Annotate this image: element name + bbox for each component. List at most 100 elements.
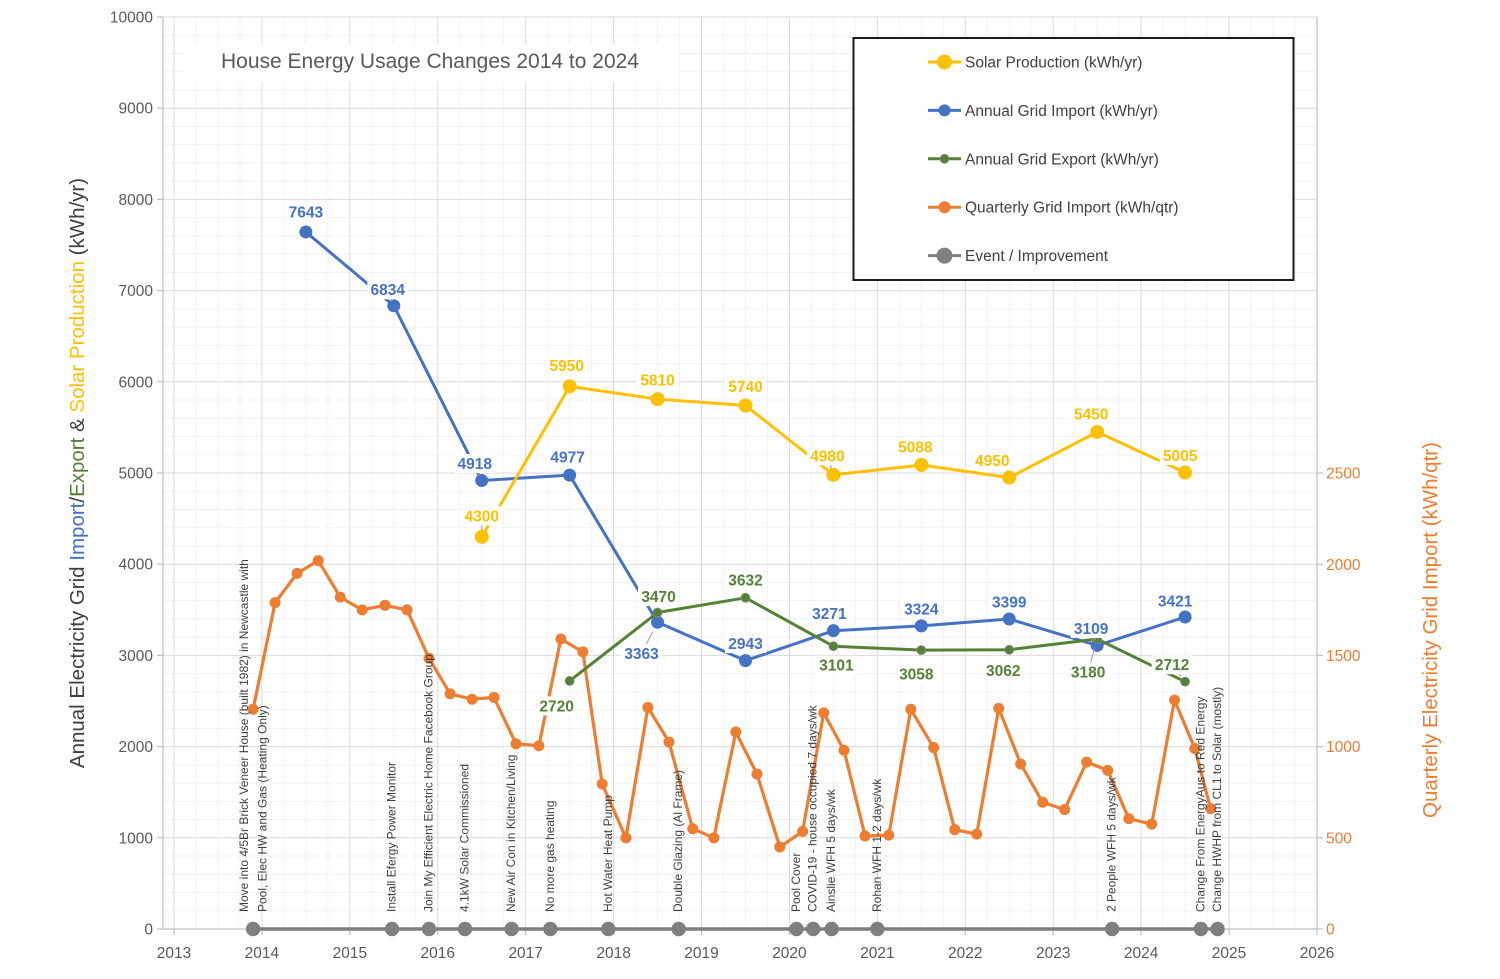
marker-quarterly_import <box>334 591 346 603</box>
data-label-grid_import: 3421 <box>1158 594 1193 611</box>
marker-quarterly_import <box>269 597 281 609</box>
data-label-backing <box>461 506 503 526</box>
data-label-backing <box>1070 618 1112 638</box>
event-dot <box>543 921 558 937</box>
marker-quarterly_import <box>312 555 324 567</box>
data-label-backing <box>900 599 942 619</box>
data-label-grid_export: 3180 <box>1071 664 1105 681</box>
left-axis-tick-label: 7000 <box>119 283 154 300</box>
marker-quarterly_import <box>663 736 675 748</box>
data-label-backing <box>808 604 850 624</box>
data-label-backing <box>1070 404 1112 424</box>
event-label: COVID-19 - house occupied 7 days/wk <box>806 704 820 912</box>
data-label-backing <box>894 437 936 457</box>
data-label-backing <box>724 570 766 590</box>
data-label-grid_export: 3470 <box>641 589 675 606</box>
legend-marker-grid_export <box>939 153 950 164</box>
legend-label: Annual Grid Export (kWh/yr) <box>965 151 1159 168</box>
axes: 0100020003000400050006000700080009000100… <box>110 10 1361 963</box>
data-label-backing <box>1067 662 1109 682</box>
chart-title: House Energy Usage Changes 2014 to 2024 <box>221 50 639 73</box>
x-axis-tick-label: 2016 <box>421 945 455 962</box>
data-label-solar: 5088 <box>898 439 933 456</box>
marker-grid_export <box>828 641 839 652</box>
marker-quarterly_import <box>1205 803 1217 815</box>
left-axis-tick-label: 10000 <box>110 10 153 27</box>
legend-item-grid_export: Annual Grid Export (kWh/yr) <box>928 151 1159 168</box>
marker-quarterly_import <box>687 823 699 835</box>
event-label: Ainslie WFH 5 days/wk <box>824 788 838 912</box>
event-label: Rohan WFH 1-2 days/wk <box>870 778 884 912</box>
legend: Solar Production (kWh/yr) Annual Grid Imp… <box>852 37 1295 281</box>
data-label-grid_import: 7643 <box>289 204 324 221</box>
data-series <box>247 225 1217 853</box>
left-axis-tick-label: 8000 <box>119 192 154 209</box>
data-label-backing <box>454 453 496 473</box>
data-label-grid_import: 3363 <box>624 646 659 663</box>
marker-solar <box>562 379 577 394</box>
event-labels: Move into 4/5Br Brick Veneer House (buil… <box>237 559 1224 912</box>
event-label: Pool, Elec HW and Gas (Heating Only) <box>256 705 270 912</box>
marker-solar <box>738 398 753 413</box>
marker-quarterly_import <box>510 738 522 750</box>
event-dot <box>504 921 519 937</box>
marker-grid_import <box>914 619 928 633</box>
data-label-backing <box>1154 591 1196 611</box>
data-label-backing <box>724 377 766 397</box>
marker-quarterly_import <box>596 778 608 790</box>
marker-quarterly_import <box>533 740 545 752</box>
marker-quarterly_import <box>620 832 632 844</box>
marker-quarterly_import <box>883 829 895 841</box>
left-axis-tick-label: 4000 <box>119 557 154 574</box>
marker-grid_import <box>299 225 313 239</box>
legend-marker-event <box>936 247 953 264</box>
event-label: 2 People WFH 5 days/wk <box>1105 776 1119 912</box>
right-axis-tick-label: 500 <box>1326 830 1352 847</box>
series-line-grid_export <box>568 596 1187 684</box>
marker-quarterly_import <box>859 830 871 842</box>
left-axis-tick-label: 2000 <box>119 739 154 756</box>
marker-quarterly_import <box>797 825 809 837</box>
event-label: New Air Con in Kitchen/Living <box>504 755 518 912</box>
marker-quarterly_import <box>838 744 850 756</box>
legend-item-solar: Solar Production (kWh/yr) <box>928 54 1142 72</box>
data-label-backing <box>971 451 1013 471</box>
marker-quarterly_import <box>423 652 435 664</box>
marker-quarterly_import <box>247 703 259 715</box>
data-label-backing <box>988 592 1030 612</box>
marker-grid_import <box>387 299 401 313</box>
data-label-grid_import: 4977 <box>550 450 584 467</box>
event-dot <box>1104 921 1120 937</box>
x-axis-tick-label: 2013 <box>157 945 191 962</box>
x-axis-tick-label: 2020 <box>772 945 807 962</box>
data-labels: 4300 5950 5810 5740 4980 5088 4950 5450 5005 7643… <box>285 202 1201 716</box>
series-grid_export <box>564 592 1190 687</box>
right-axis-tick-label: 1500 <box>1326 648 1361 665</box>
legend-label: Solar Production (kWh/yr) <box>965 55 1142 72</box>
data-label-grid_import: 4918 <box>457 456 492 473</box>
event-label: Install Efergy Power Monitor <box>385 762 399 912</box>
title-backing <box>183 44 677 82</box>
x-axis-tick-label: 2025 <box>1212 945 1246 962</box>
data-label-backing <box>638 587 680 607</box>
legend-marker-quarterly_import <box>938 201 951 214</box>
legend-box <box>852 37 1295 281</box>
marker-quarterly_import <box>730 726 742 738</box>
marker-solar <box>650 392 665 407</box>
data-label-solar: 5450 <box>1074 406 1108 423</box>
data-label-backing <box>621 643 663 663</box>
marker-quarterly_import <box>1059 804 1071 816</box>
marker-quarterly_import <box>708 832 720 844</box>
marker-quarterly_import <box>818 707 830 719</box>
marker-quarterly_import <box>774 841 786 853</box>
data-label-backing <box>547 447 589 467</box>
x-axis-tick-label: 2019 <box>684 945 718 962</box>
data-label-backing <box>724 634 766 654</box>
marker-grid_export <box>564 676 575 686</box>
right-axis-tick-label: 0 <box>1326 922 1335 939</box>
marker-grid_export <box>1004 644 1015 655</box>
legend-label: Annual Grid Import (kWh/yr) <box>965 103 1158 120</box>
right-axis-tick-label: 2000 <box>1326 557 1361 574</box>
